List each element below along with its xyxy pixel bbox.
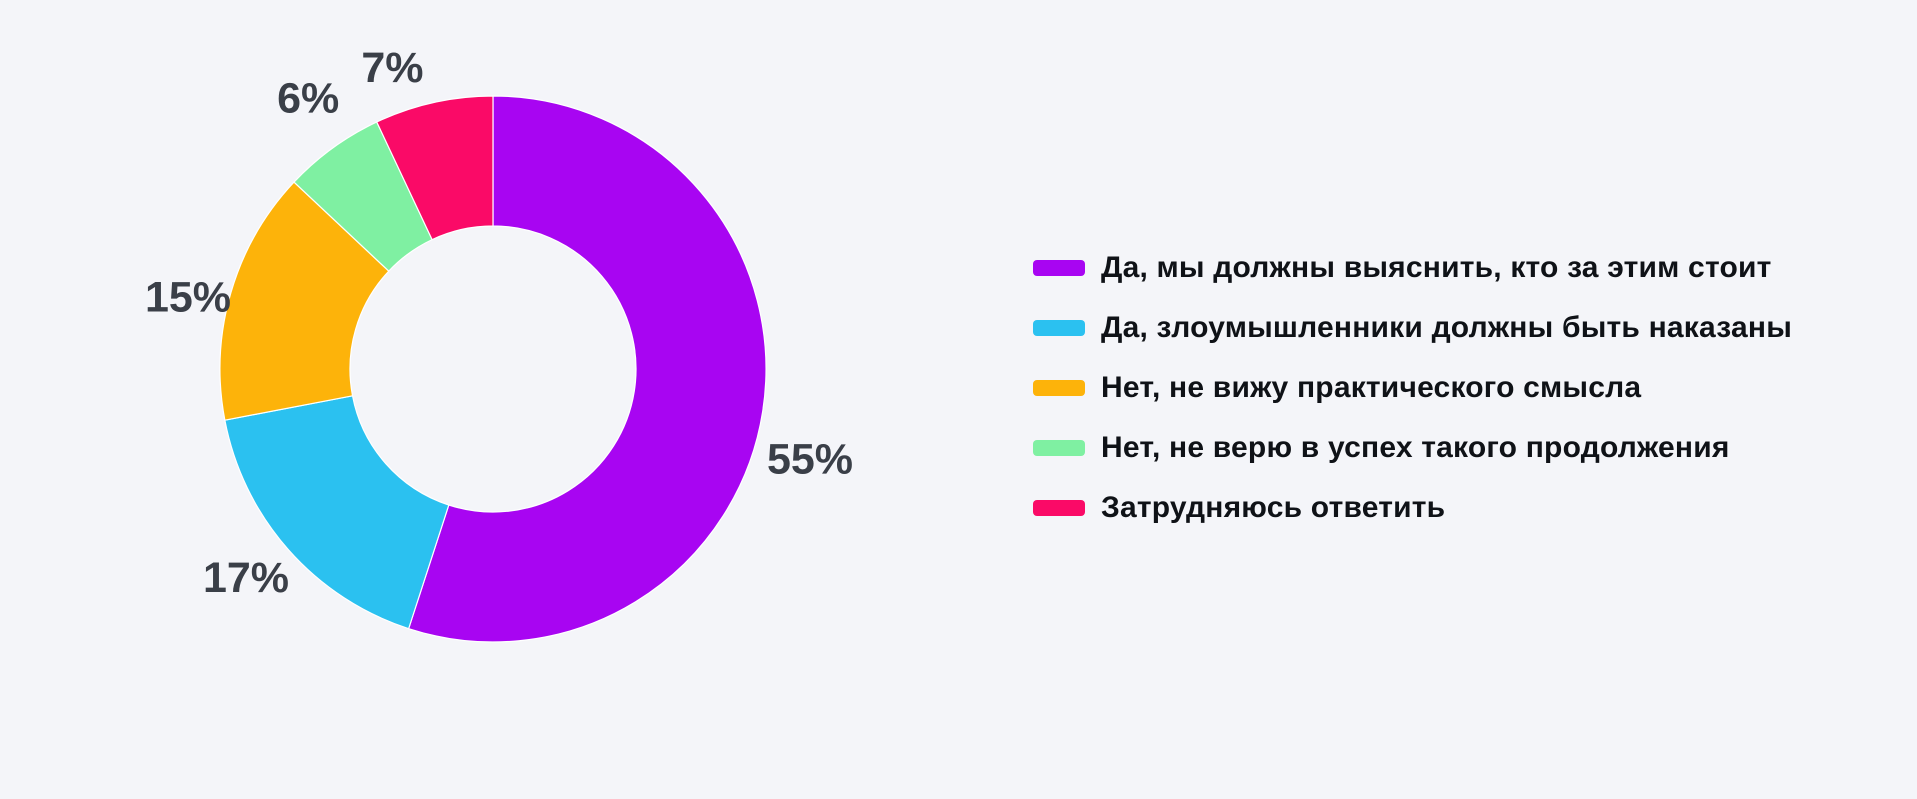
legend-item-0: Да, мы должны выяснить, кто за этим стои…: [1033, 250, 1792, 284]
legend-item-3: Нет, не верю в успех такого продолжения: [1033, 430, 1792, 464]
slice-percentage-label-4: 7%: [361, 44, 423, 92]
legend-label-3: Нет, не верю в успех такого продолжения: [1101, 430, 1730, 464]
pie-slice-2: [219, 181, 390, 421]
legend-swatch-0: [1033, 259, 1085, 276]
pie-slice-1: [224, 395, 450, 630]
legend-label-2: Нет, не вижу практического смысла: [1101, 370, 1642, 404]
legend-swatch-4: [1033, 499, 1085, 516]
legend-swatch-2: [1033, 379, 1085, 396]
slice-percentage-label-3: 6%: [277, 75, 339, 123]
legend-swatch-3: [1033, 439, 1085, 456]
pie-slice-4: [375, 95, 494, 241]
legend-swatch-1: [1033, 319, 1085, 336]
pie-slice-0: [407, 95, 767, 643]
legend-label-1: Да, злоумышленники должны быть наказаны: [1101, 310, 1793, 344]
legend-label-0: Да, мы должны выяснить, кто за этим стои…: [1101, 250, 1772, 284]
slice-percentage-label-0: 55%: [767, 435, 853, 483]
legend-item-1: Да, злоумышленники должны быть наказаны: [1033, 310, 1793, 344]
legend-item-4: Затрудняюсь ответить: [1033, 490, 1792, 524]
legend: Да, мы должны выяснить, кто за этим стои…: [1033, 250, 1793, 524]
slice-percentage-label-2: 15%: [145, 274, 231, 322]
legend-label-4: Затрудняюсь ответить: [1101, 490, 1446, 524]
legend-item-2: Нет, не вижу практического смысла: [1033, 370, 1792, 404]
slice-percentage-label-1: 17%: [203, 554, 289, 602]
